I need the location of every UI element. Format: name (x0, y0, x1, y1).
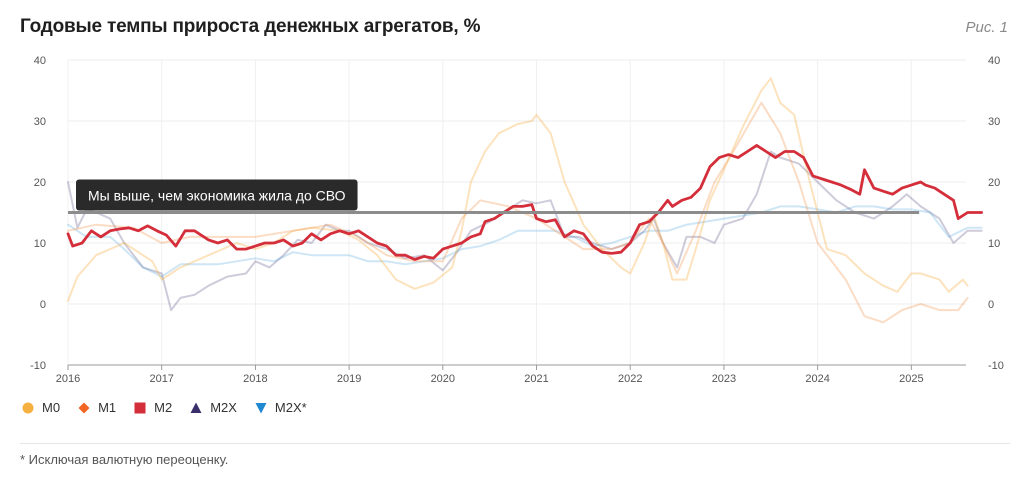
x-tick-label: 2022 (618, 373, 642, 385)
y-tick-label-left: 40 (34, 55, 46, 67)
x-tick-label: 2019 (337, 373, 361, 385)
footnote: * Исключая валютную переоценку. (20, 452, 229, 467)
legend-item-m2x-star[interactable]: M2X* (255, 400, 307, 415)
annotation-text: Мы выше, чем экономика жила до СВО (88, 188, 346, 204)
annotation-callout: Мы выше, чем экономика жила до СВО (76, 179, 358, 211)
footnote-divider (20, 443, 1010, 444)
y-tick-label-right: 40 (988, 55, 1000, 67)
x-tick-label: 2024 (805, 373, 829, 385)
legend-label: M2X (210, 400, 237, 415)
x-tick-label: 2017 (149, 373, 173, 385)
y-tick-label-left: -10 (30, 360, 46, 372)
x-tick-label: 2016 (56, 373, 80, 385)
legend-label: M0 (42, 400, 61, 415)
chart-legend: M0 M1 M2 M2X M2X* (22, 400, 325, 415)
diamond-marker-icon (78, 402, 90, 414)
series-line-m1 (67, 101, 969, 324)
legend-item-m2[interactable]: M2 (134, 400, 172, 415)
x-tick-label: 2018 (243, 373, 267, 385)
series-line-m0 (67, 77, 969, 302)
legend-label: M2X* (274, 400, 307, 415)
x-tick-label: 2020 (431, 373, 455, 385)
y-tick-label-right: -10 (988, 360, 1004, 372)
x-tick-label: 2023 (712, 373, 736, 385)
legend-item-m1[interactable]: M1 (78, 400, 116, 415)
figure-label: Рис. 1 (965, 19, 1008, 36)
x-tick-label: 2021 (524, 373, 548, 385)
y-tick-label-right: 30 (988, 116, 1000, 128)
triangle-down-marker-icon (255, 402, 267, 414)
series-line-m2x (67, 205, 983, 278)
square-marker-icon (134, 402, 146, 414)
legend-item-m0[interactable]: M0 (22, 400, 60, 415)
annotation-box (76, 179, 358, 211)
y-tick-label-left: 30 (34, 116, 46, 128)
y-tick-label-left: 0 (40, 299, 46, 311)
y-tick-label-right: 20 (988, 177, 1000, 189)
triangle-up-marker-icon (190, 402, 202, 414)
chart-title: Годовые темпы прироста денежных агрегато… (20, 16, 481, 37)
y-tick-label-left: 20 (34, 177, 46, 189)
y-tick-label-right: 0 (988, 299, 994, 311)
y-tick-label-right: 10 (988, 238, 1000, 250)
legend-item-m2x[interactable]: M2X (190, 400, 237, 415)
circle-marker-icon (22, 402, 34, 414)
legend-label: M2 (154, 400, 173, 415)
legend-label: M1 (98, 400, 117, 415)
y-tick-label-left: 10 (34, 238, 46, 250)
x-tick-label: 2025 (899, 373, 923, 385)
